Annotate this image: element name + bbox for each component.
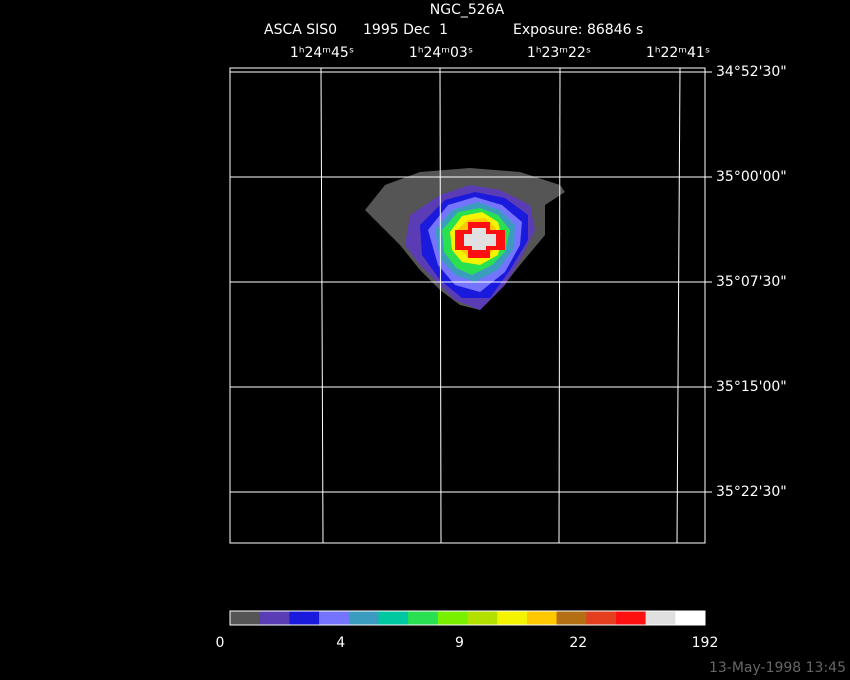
title: NGC_526A xyxy=(430,2,505,18)
colorbar-cell xyxy=(467,611,498,625)
colorbar-cell xyxy=(675,611,706,625)
timestamp: 13-May-1998 13:45 xyxy=(709,660,846,676)
date: 1995 Dec 1 xyxy=(363,22,448,38)
colorbar-label: 9 xyxy=(455,635,464,651)
dec-label: 35°00'00" xyxy=(716,169,787,185)
colorbar-cell xyxy=(586,611,617,625)
colorbar-cell xyxy=(645,611,676,625)
ra-label: 1ʰ24ᵐ45ˢ xyxy=(290,45,354,61)
colorbar-label: 192 xyxy=(692,635,719,651)
ra-label: 1ʰ24ᵐ03ˢ xyxy=(409,45,473,61)
dec-label: 34°52'30" xyxy=(716,64,787,80)
colorbar-frame xyxy=(229,610,706,626)
colorbar-label: 22 xyxy=(569,635,587,651)
dec-label: 35°15'00" xyxy=(716,379,787,395)
ra-label: 1ʰ23ᵐ22ˢ xyxy=(527,45,591,61)
colorbar-cell xyxy=(259,611,290,625)
coordinate-grid xyxy=(229,67,706,544)
colorbar-cell xyxy=(615,611,647,625)
source-image xyxy=(365,168,565,310)
colorbar-cell xyxy=(526,611,558,625)
colorbar-cell xyxy=(408,611,439,625)
dec-label: 35°07'30" xyxy=(716,274,787,290)
instrument: ASCA SIS0 xyxy=(264,22,337,38)
colorbar-cell xyxy=(319,611,350,625)
colorbar-cell xyxy=(556,611,587,625)
colorbar-cell xyxy=(348,611,379,625)
colorbar-cell xyxy=(497,611,528,625)
dec-label: 35°22'30" xyxy=(716,484,787,500)
colorbar-cell xyxy=(230,611,261,625)
exposure: Exposure: 86846 s xyxy=(513,22,643,38)
colorbar-label: 0 xyxy=(216,635,225,651)
colorbar-label: 4 xyxy=(336,635,345,651)
colorbar-cell xyxy=(289,611,320,625)
colorbar-cell xyxy=(437,611,468,625)
ra-label: 1ʰ22ᵐ41ˢ xyxy=(646,45,710,61)
colorbar-cell xyxy=(378,611,409,625)
